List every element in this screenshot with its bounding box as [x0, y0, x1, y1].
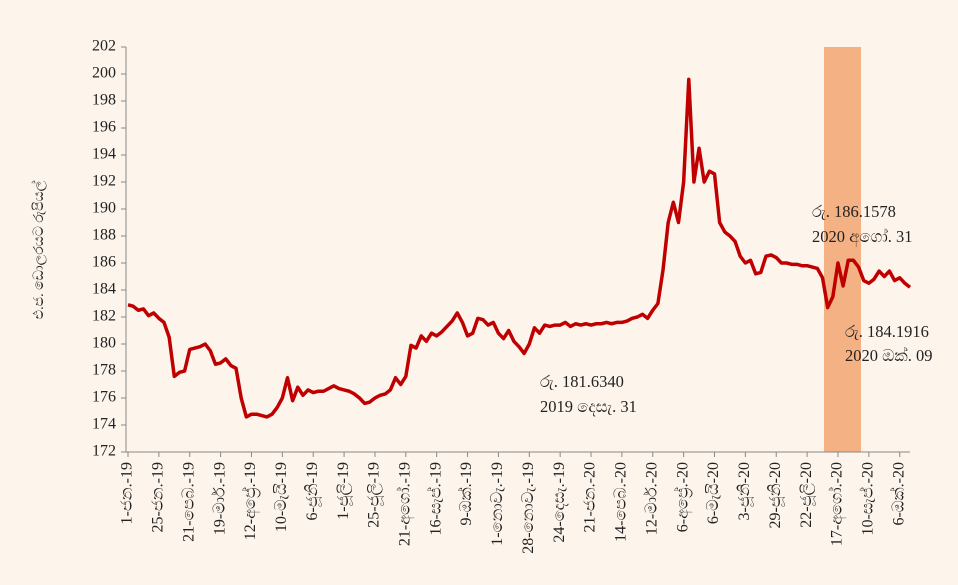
x-tick-label: 6-මැයි-20 [705, 462, 722, 524]
x-tick-label: 19-මාර්.-19 [210, 462, 228, 535]
y-tick-label: 182 [92, 308, 116, 325]
x-tick-label: 10-සැප්.-20 [858, 462, 876, 535]
x-tick-label: 12-මාර්.-20 [642, 462, 660, 535]
y-tick-label: 192 [92, 173, 116, 190]
x-tick-label: 24-දෙසැ.-19 [551, 462, 568, 543]
annotation: 2019 දෙසැ. 31 [540, 397, 637, 417]
y-tick-label: 196 [92, 119, 116, 136]
x-tick-label: 16-සැප්.-19 [426, 462, 444, 535]
annotation: රු. 186.1578 [812, 202, 896, 221]
y-tick-label: 190 [92, 200, 116, 217]
y-tick-label: 184 [92, 281, 116, 298]
data-line [127, 77, 912, 419]
y-tick-label: 176 [92, 389, 116, 406]
y-axis-label: එ.ජ. ඩොලරයට රුපියල් [31, 180, 47, 319]
x-tick-label: 1-ජූලි-19 [335, 462, 353, 520]
annotation: 2020 අගෝ. 31 [812, 227, 913, 248]
x-tick-label: 14-පෙබ.-20 [613, 462, 630, 542]
y-tick-label: 180 [92, 335, 116, 352]
x-tick-label: 6-ජූනි-19 [304, 462, 322, 520]
x-tick-label: 6-ඔක්.-20 [889, 462, 907, 526]
annotation: රු. 184.1916 [845, 322, 929, 341]
x-tick-label: 17-අගෝ.-20 [828, 462, 847, 546]
y-tick-label: 200 [92, 65, 116, 82]
x-tick-label: 3-ජූනි-20 [736, 462, 754, 520]
y-tick-label: 188 [92, 227, 116, 244]
x-tick-label: 25-ජූලි-19 [366, 462, 384, 528]
y-tick-label: 172 [92, 443, 116, 460]
y-tick-label: 198 [92, 92, 116, 109]
x-tick-label: 28-නොවැ.-19 [520, 462, 537, 554]
x-tick-label: 10-මැයි-19 [273, 462, 290, 532]
y-tick-label: 186 [92, 254, 116, 271]
x-tick-label: 22-ජූලි-20 [798, 462, 816, 528]
x-tick-label: 9-ඔක්.-19 [457, 462, 475, 526]
x-tick-label: 1-ජන.-19 [119, 462, 136, 524]
x-tick-label: 21-අගෝ.-19 [395, 462, 414, 546]
x-tick-label: 21-පෙබ.-19 [180, 462, 197, 542]
annotation: 2020 ඔක්. 09 [845, 346, 933, 365]
x-tick-label: 21-ජන.-20 [582, 462, 599, 532]
y-tick-label: 202 [92, 38, 116, 55]
y-tick-label: 194 [92, 146, 116, 163]
x-tick-label: 29-ජූනි-20 [767, 462, 785, 528]
highlight-band [824, 47, 861, 452]
x-tick-label: 12-අප්‍රේ.-19 [241, 462, 260, 540]
y-tick-label: 178 [92, 362, 116, 379]
y-tick-label: 174 [92, 416, 116, 433]
x-tick-label: 25-ජන.-19 [150, 462, 167, 532]
annotation: රු. 181.6340 [540, 372, 624, 391]
x-tick-label: 6-අප්‍රේ.-20 [673, 462, 692, 532]
x-tick-label: 1-නොවැ.-19 [489, 462, 506, 546]
